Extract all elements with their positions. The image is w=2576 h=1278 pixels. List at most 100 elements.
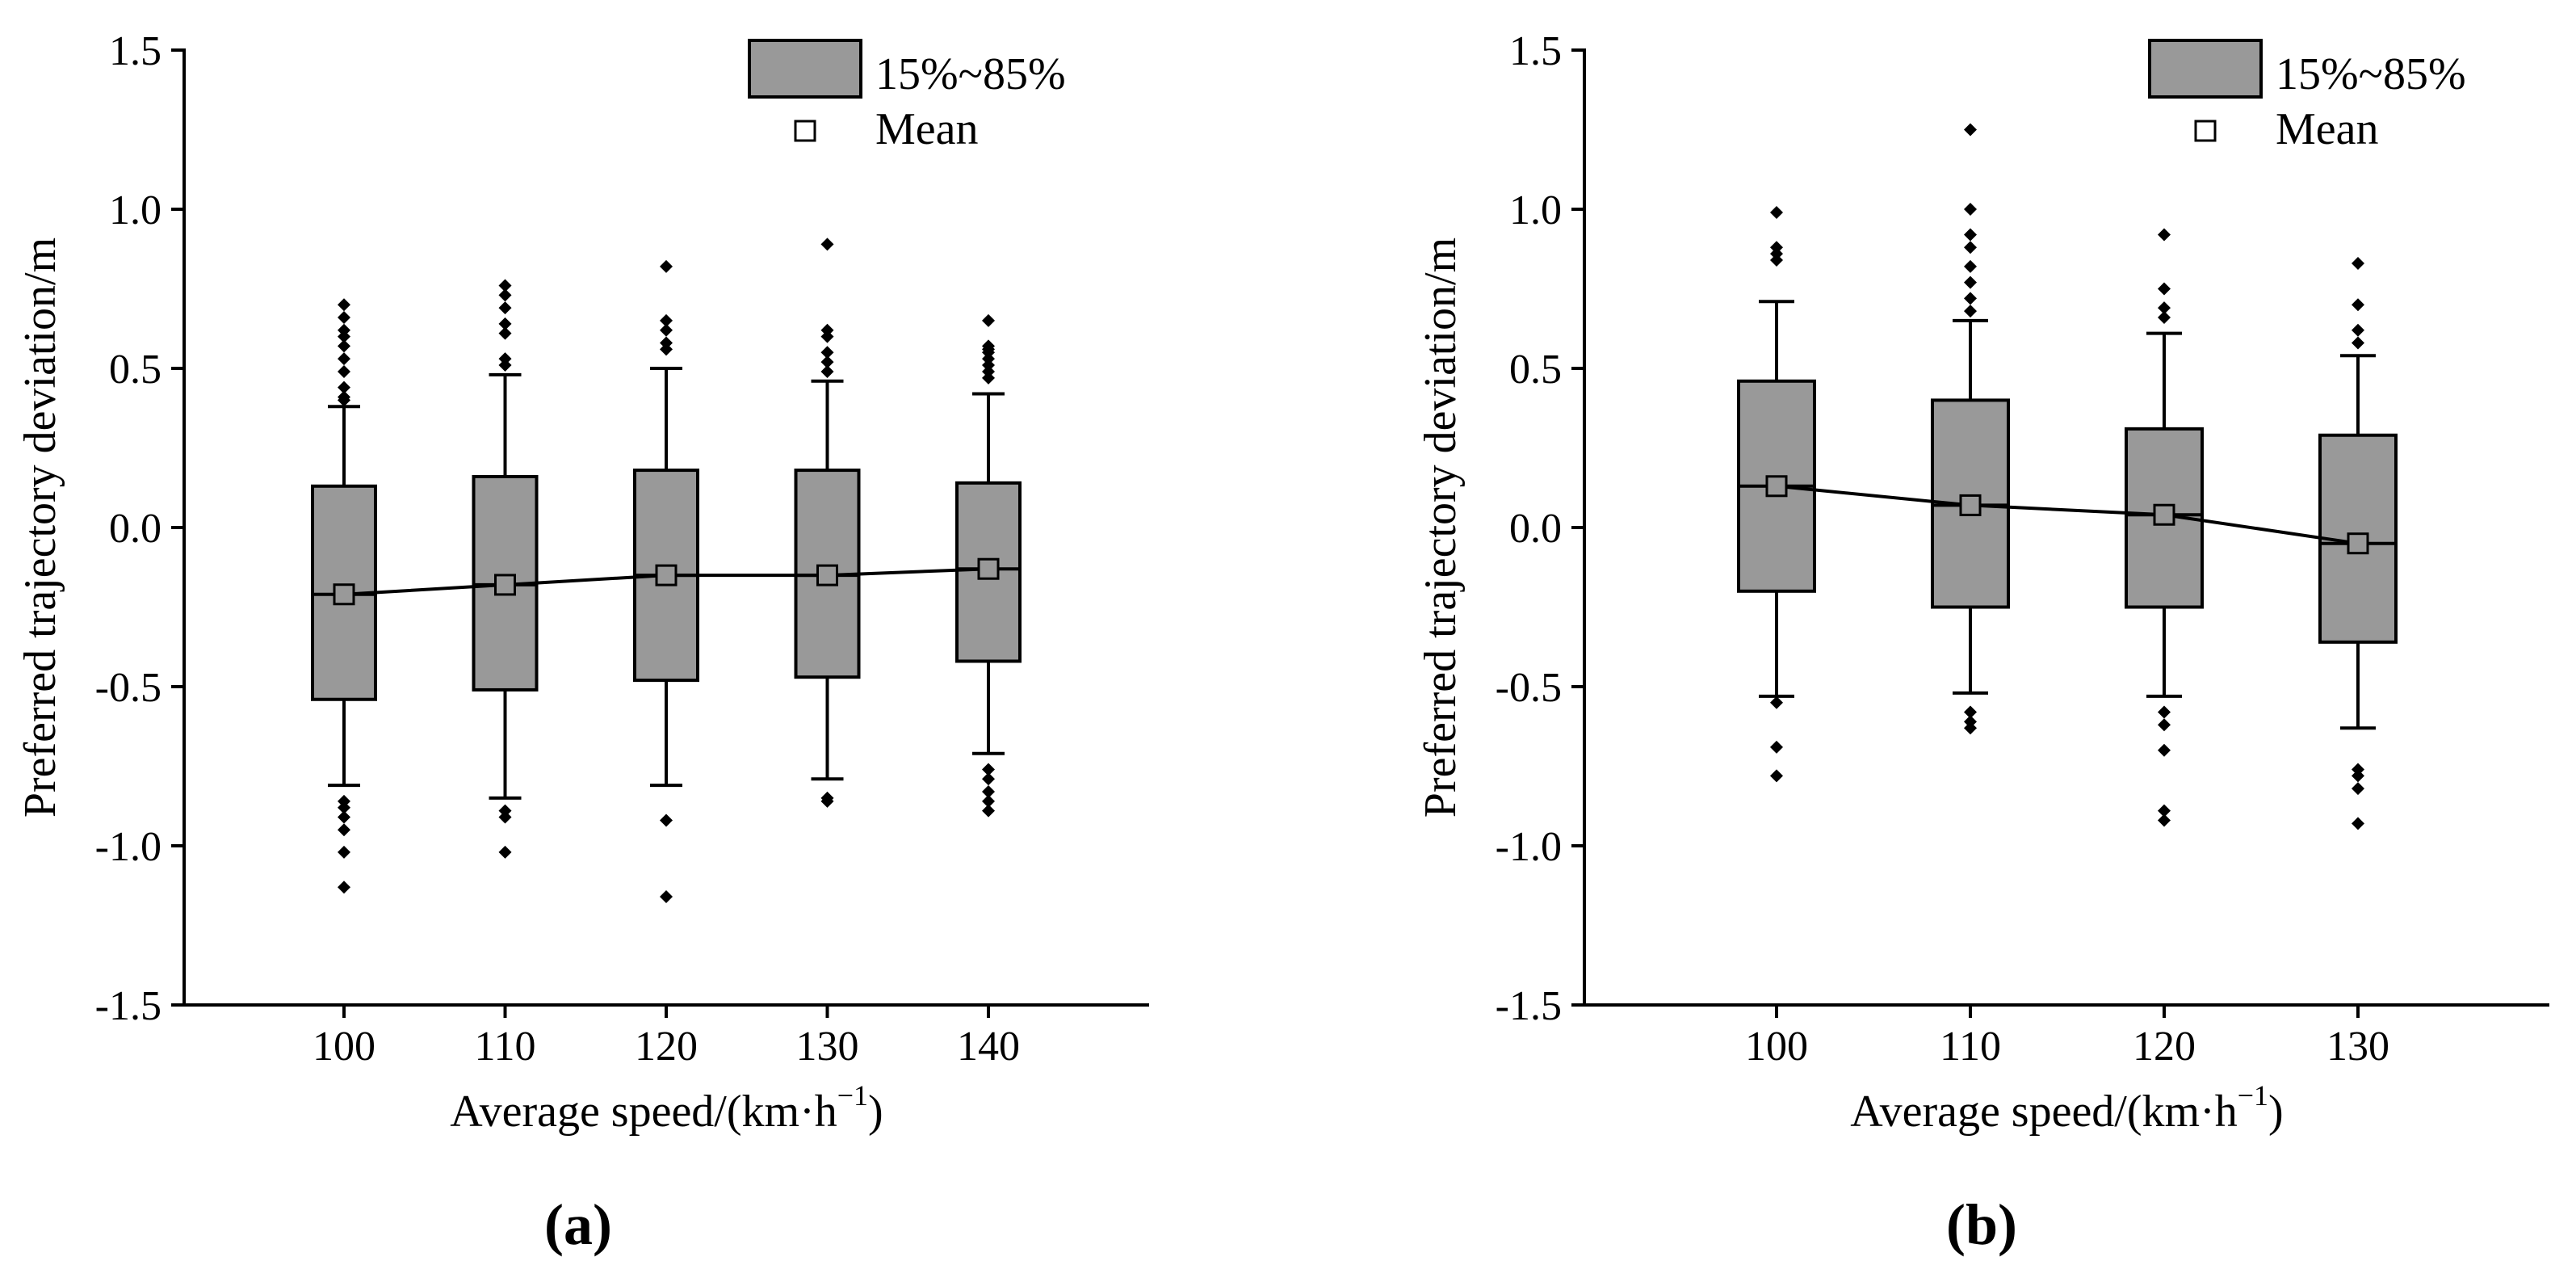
outlier-point — [2352, 782, 2364, 796]
outlier-point — [338, 801, 350, 814]
outlier-point — [2352, 323, 2364, 337]
y-tick-label: -0.5 — [1496, 665, 1562, 711]
mean-line — [1776, 484, 2359, 545]
legend: 15%~85%Mean — [748, 39, 1066, 154]
outlier-point — [1964, 259, 1977, 273]
x-tick-label: 130 — [796, 1024, 859, 1070]
y-tick-label: 0.0 — [109, 506, 162, 552]
outlier-point — [2352, 817, 2364, 830]
outlier-point — [338, 845, 350, 859]
panel-a: -1.5 -1.0 -0.5 0.0 0.5 1.0 1.5 100 110 120 130 140 A… — [15, 28, 1149, 1257]
outlier-point — [498, 317, 512, 330]
outlier-point — [2158, 301, 2171, 315]
outlier-point — [2352, 256, 2364, 270]
legend-box-label: 15%~85% — [875, 49, 1066, 99]
outlier-point — [338, 380, 350, 394]
outlier-point — [2158, 310, 2171, 324]
panel-b: -1.5 -1.0 -0.5 0.0 0.5 1.0 1.5 100 110 120 130 Aver… — [1416, 28, 2549, 1257]
mean-marker — [977, 557, 1000, 580]
outlier-point — [1964, 721, 1977, 735]
x-axis-title-close: ) — [2268, 1087, 2284, 1137]
outlier-point — [660, 343, 673, 356]
y-tick-label: -1.0 — [95, 824, 162, 870]
outlier-point — [1964, 203, 1977, 216]
y-tick-label: 0.5 — [109, 347, 162, 393]
y-tick-label: -0.5 — [95, 665, 162, 711]
outlier-point — [498, 301, 512, 315]
outlier-point — [1964, 292, 1977, 305]
outlier-point — [660, 259, 673, 273]
x-tick-label: 110 — [1940, 1024, 2001, 1070]
y-tick-label: -1.5 — [95, 983, 162, 1029]
outlier-point — [338, 298, 350, 312]
outlier-point — [338, 823, 350, 837]
box-group — [2125, 228, 2204, 827]
outlier-point — [820, 346, 834, 359]
x-tick-label: 100 — [313, 1024, 375, 1070]
y-axis-title: Preferred trajectory deviation/m — [1416, 238, 1466, 818]
legend: 15%~85%Mean — [2148, 39, 2466, 154]
outlier-point — [1770, 205, 1783, 219]
outlier-point — [1964, 241, 1977, 254]
box-group — [794, 238, 861, 808]
mean-marker — [2153, 503, 2175, 526]
outlier-point — [1964, 123, 1977, 137]
legend-mean-swatch — [794, 120, 816, 142]
mean-marker — [1765, 475, 1788, 498]
outlier-point — [820, 355, 834, 369]
outlier-point — [982, 785, 995, 799]
outlier-point — [1964, 228, 1977, 242]
panel-label: (a) — [544, 1192, 612, 1257]
outlier-point — [498, 326, 512, 340]
outlier-point — [338, 330, 350, 343]
outlier-point — [338, 339, 350, 353]
outlier-point — [2352, 298, 2364, 312]
x-axis-title: Average speed/(km·h−1) — [1850, 1079, 2283, 1137]
x-tick-label: 120 — [2133, 1024, 2196, 1070]
outlier-point — [1770, 254, 1783, 267]
outlier-point — [2158, 743, 2171, 757]
y-tick-label: 1.5 — [109, 28, 162, 74]
outlier-point — [660, 323, 673, 337]
outlier-point — [2158, 813, 2171, 827]
x-axis-title-close: ) — [868, 1087, 883, 1137]
x-tick-label: 120 — [635, 1024, 698, 1070]
outlier-point — [1770, 769, 1783, 783]
legend-mean-swatch — [2194, 120, 2217, 142]
x-axis-title: Average speed/(km·h−1) — [450, 1079, 883, 1137]
outlier-point — [1770, 740, 1783, 754]
outlier-point — [660, 890, 673, 904]
outlier-point — [498, 810, 512, 824]
outlier-point — [1964, 275, 1977, 289]
outlier-point — [338, 364, 350, 378]
outlier-point — [2158, 718, 2171, 732]
legend-box-label: 15%~85% — [2276, 49, 2466, 99]
mean-marker — [816, 564, 838, 586]
outlier-point — [982, 313, 995, 327]
x-axis-title-main: Average speed/(km·h — [1850, 1087, 2237, 1137]
y-tick-label: 1.0 — [109, 187, 162, 233]
outlier-point — [2158, 804, 2171, 818]
outlier-point — [2158, 282, 2171, 296]
outlier-point — [498, 288, 512, 302]
outlier-point — [982, 804, 995, 818]
outlier-point — [1964, 705, 1977, 719]
y-tick-label: 0.5 — [1509, 347, 1562, 393]
outlier-point — [982, 371, 995, 385]
legend-mean-label: Mean — [875, 104, 979, 154]
mean-marker — [494, 574, 516, 596]
x-axis-title-exponent: −1 — [2238, 1079, 2268, 1112]
outlier-point — [338, 310, 350, 324]
outlier-point — [2158, 228, 2171, 242]
box-group — [472, 279, 539, 859]
outlier-point — [338, 393, 350, 407]
outlier-point — [338, 881, 350, 894]
outlier-point — [498, 845, 512, 859]
legend-box-swatch — [748, 39, 862, 99]
outlier-point — [820, 794, 834, 808]
y-tick-label: 1.5 — [1509, 28, 1562, 74]
y-axis-title: Preferred trajectory deviation/m — [15, 238, 65, 818]
outlier-point — [820, 364, 834, 378]
outlier-point — [1964, 305, 1977, 318]
